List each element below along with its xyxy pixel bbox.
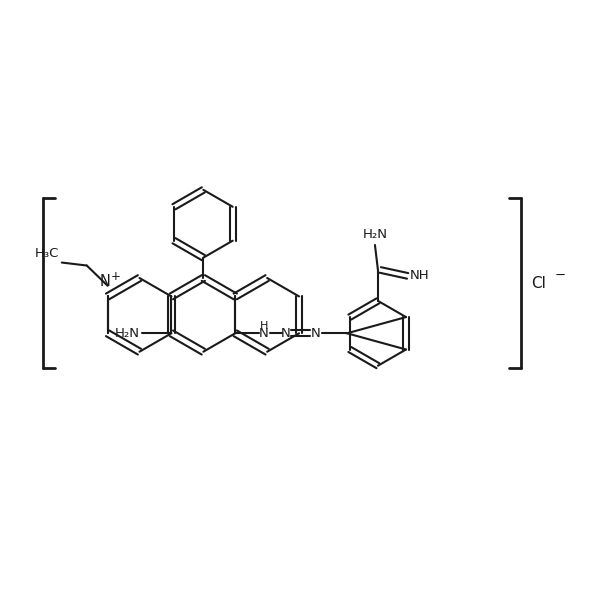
Text: H₂N: H₂N [362,229,388,241]
Text: H₂N: H₂N [115,327,139,340]
Text: H: H [260,321,269,331]
Text: N: N [311,327,321,340]
Text: Cl: Cl [530,276,545,291]
Text: N: N [99,274,110,289]
Text: −: − [554,269,566,281]
Text: N: N [259,327,269,340]
Text: +: + [111,271,121,283]
Text: NH: NH [410,269,430,283]
Text: N: N [280,327,290,340]
Text: H₃C: H₃C [34,247,59,260]
